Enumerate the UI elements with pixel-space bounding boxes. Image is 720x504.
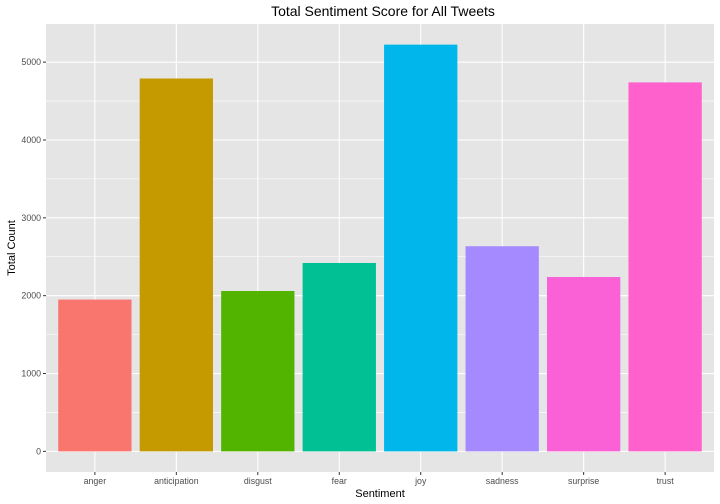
x-tick-label-anticipation: anticipation <box>154 476 199 486</box>
x-axis-title: Sentiment <box>355 488 405 500</box>
x-tick-label-surprise: surprise <box>568 476 599 486</box>
y-axis-title: Total Count <box>6 220 18 276</box>
x-axis: anger anticipation disgust fear joy sadness su… <box>84 472 675 486</box>
y-axis: 0 1000 2000 3000 4000 5000 <box>21 57 46 456</box>
bar-sadness <box>465 246 539 452</box>
bar-anger <box>58 299 132 452</box>
x-tick-label-joy: joy <box>414 476 427 486</box>
x-tick-label-sadness: sadness <box>486 476 519 486</box>
y-tick-label: 2000 <box>21 291 41 301</box>
y-tick-label: 4000 <box>21 135 41 145</box>
bar-disgust <box>221 291 295 452</box>
y-tick-label: 3000 <box>21 213 41 223</box>
chart-title: Total Sentiment Score for All Tweets <box>271 3 495 19</box>
y-tick-label: 5000 <box>21 57 41 67</box>
x-tick-label-anger: anger <box>84 476 107 486</box>
bar-joy <box>384 44 458 452</box>
x-tick-label-trust: trust <box>657 476 675 486</box>
x-tick-label-fear: fear <box>332 476 347 486</box>
y-tick-label: 0 <box>36 446 41 456</box>
bar-fear <box>302 262 376 452</box>
y-tick-label: 1000 <box>21 369 41 379</box>
bar-surprise <box>547 276 621 452</box>
bars <box>58 44 702 452</box>
bar-trust <box>628 82 702 452</box>
x-tick-label-disgust: disgust <box>244 476 272 486</box>
bar-anticipation <box>139 78 213 452</box>
